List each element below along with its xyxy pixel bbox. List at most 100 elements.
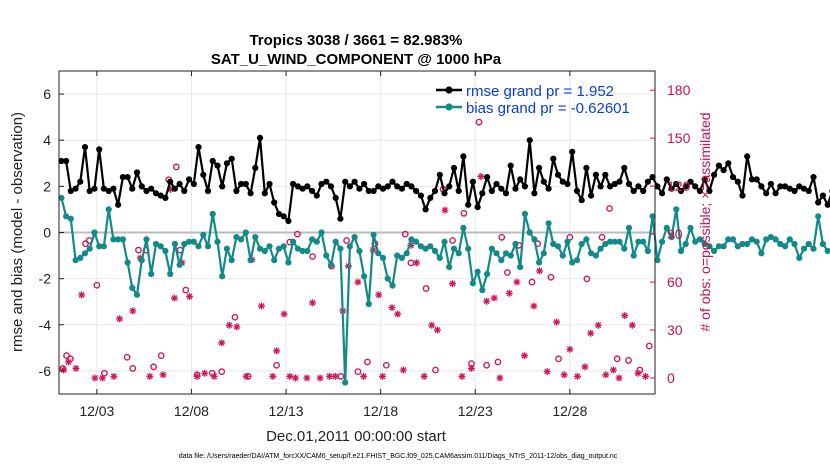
obs-possible-point-25 [309, 253, 316, 260]
obs-assimilated-point-2 [72, 364, 80, 372]
obs-assimilated-point-55 [483, 297, 491, 305]
obs-assimilated-point-53 [467, 364, 475, 372]
rmse-point-143 [734, 178, 741, 185]
obs-assimilated-point-50 [441, 206, 449, 214]
rmse-point-39 [242, 180, 249, 188]
bias-point-134 [692, 238, 699, 245]
rmse-point-132 [682, 183, 689, 190]
rmse-point-26 [181, 187, 188, 195]
rmse-point-146 [748, 176, 756, 183]
obs-assimilated-point-15 [186, 292, 194, 300]
rmse-point-58 [332, 194, 339, 201]
rmse-point-79 [431, 187, 439, 195]
rmse-point-84 [455, 187, 462, 195]
rmse-point-4 [77, 178, 84, 185]
obs-assimilated-point-32 [316, 374, 324, 382]
rmse-point-10 [105, 187, 112, 195]
bias-point-152 [777, 240, 784, 248]
bias-point-14 [124, 259, 131, 266]
bias-point-135 [696, 236, 704, 243]
rmse-point-144 [739, 192, 746, 199]
obs-assimilated-point-48 [428, 321, 436, 329]
obs-assimilated-point-43 [394, 310, 402, 318]
bias-point-92 [493, 250, 500, 257]
bias-point-54 [313, 238, 320, 245]
y-right-tick-label-2: 60 [667, 274, 683, 290]
rmse-point-68 [379, 185, 387, 192]
rmse-point-136 [701, 176, 708, 183]
rmse-point-108 [569, 148, 576, 155]
bias-series [58, 194, 830, 386]
bias-point-32 [209, 210, 216, 218]
bias-point-67 [375, 250, 382, 257]
obs-possible-point-19 [218, 368, 226, 376]
obs-assimilated-point-61 [530, 302, 538, 310]
obs-possible-point-43 [494, 358, 502, 366]
obs-possible-point-29 [354, 368, 362, 376]
x-tick-label-4: 12/23 [458, 403, 493, 419]
rmse-point-30 [200, 171, 207, 178]
chart-subtitle: SAT_U_WIND_COMPONENT @ 1000 hPa [211, 51, 502, 68]
obs-possible-point-53 [598, 233, 606, 241]
rmse-point-129 [668, 185, 675, 192]
bias-point-147 [753, 238, 760, 245]
obs-possible-point-44 [498, 233, 506, 241]
rmse-point-101 [536, 164, 543, 171]
rmse-point-127 [659, 190, 666, 197]
obs-assimilated-point-47 [420, 372, 428, 380]
obs-assimilated-point-4 [91, 374, 99, 382]
obs-possible-point-34 [407, 259, 415, 267]
obs-assimilated-point-51 [449, 280, 457, 288]
rmse-point-46 [275, 210, 283, 218]
bias-point-51 [299, 247, 306, 255]
bias-point-97 [517, 264, 524, 271]
bias-point-90 [484, 270, 491, 278]
obs-assimilated-point-45 [407, 241, 415, 249]
bias-point-115 [602, 240, 609, 248]
obs-possible-point-32 [382, 361, 390, 369]
bias-point-10 [105, 206, 112, 213]
x-tick-label-0: 12/03 [79, 403, 114, 419]
legend-rmse-label: rmse grand pr = 1.952 [466, 83, 614, 100]
bias-point-45 [271, 257, 278, 264]
rmse-point-128 [663, 176, 670, 183]
rmse-series [58, 134, 830, 225]
bias-point-99 [526, 229, 533, 236]
obs-assimilated-point-66 [566, 345, 574, 353]
bias-line [60, 197, 830, 384]
bias-point-31 [204, 243, 212, 250]
bias-point-28 [190, 238, 197, 245]
x-axis-ticks: 12/03 12/08 12/13 12/18 12/23 12/28 [79, 71, 588, 419]
bias-point-148 [758, 250, 765, 257]
bias-point-127 [659, 238, 666, 245]
rmse-point-47 [280, 213, 287, 220]
bias-point-37 [233, 234, 240, 241]
obs-assimilated-point-49 [433, 326, 441, 334]
obs-assimilated-point-34 [331, 372, 339, 380]
rmse-point-150 [767, 180, 775, 188]
rmse-point-111 [583, 164, 590, 171]
bias-point-124 [644, 247, 652, 255]
bias-point-83 [450, 245, 458, 252]
x-tick-label-1: 12/08 [174, 403, 209, 419]
rmse-point-156 [796, 183, 803, 190]
obs-possible-point-38 [449, 237, 456, 244]
obs-possible-point-7 [123, 353, 131, 361]
bias-point-5 [81, 250, 89, 257]
rmse-point-152 [777, 183, 784, 190]
obs-assimilated-point-29 [292, 374, 300, 382]
bias-point-110 [578, 240, 585, 248]
rmse-point-7 [91, 185, 98, 192]
obs-possible-point-9 [135, 246, 142, 254]
bias-point-159 [810, 245, 817, 252]
rmse-point-130 [673, 180, 680, 188]
bias-point-76 [417, 243, 424, 250]
bias-point-78 [427, 243, 434, 250]
rmse-point-93 [498, 185, 505, 192]
bias-point-81 [441, 238, 448, 245]
rmse-point-82 [446, 183, 453, 190]
rmse-point-123 [640, 187, 647, 195]
obs-assimilated-point-37 [354, 278, 362, 286]
legend: rmse grand pr = 1.952 bias grand pr = -0… [436, 83, 630, 117]
rmse-point-94 [502, 190, 510, 197]
